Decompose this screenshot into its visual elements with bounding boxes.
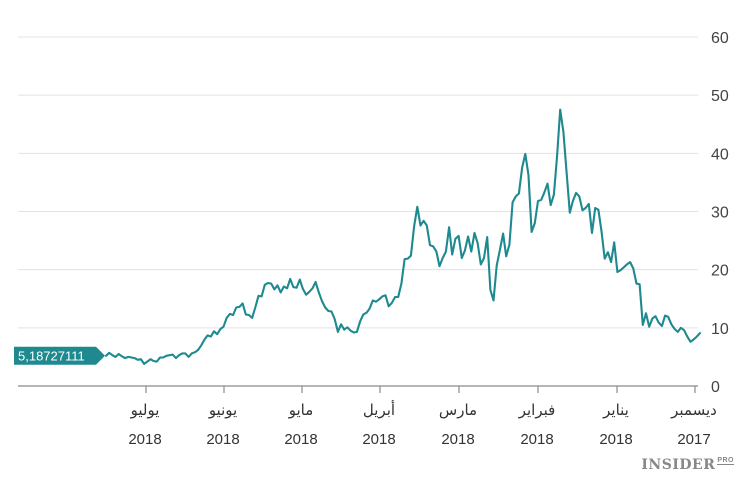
x-tick-month: أبريل [363, 400, 395, 419]
x-tick-year: 2018 [362, 431, 395, 448]
x-tick-year: 2018 [128, 431, 161, 448]
x-tick-year: 2017 [677, 431, 710, 448]
y-tick-label: 10 [711, 321, 729, 338]
x-tick-month: يوليو [130, 402, 160, 419]
last-value-label: 5,18727111 [18, 348, 85, 363]
x-tick-month: يناير [602, 402, 629, 419]
x-tick-year: 2018 [284, 431, 317, 448]
y-tick-label: 20 [711, 263, 729, 280]
series-layer [104, 108, 702, 365]
x-tick-month: فبراير [518, 402, 556, 419]
grid-lines [18, 36, 698, 329]
y-tick-label: 60 [711, 30, 729, 47]
x-tick-month: مارس [439, 402, 477, 419]
y-axis-labels: 0 10 20 30 40 50 60 [711, 30, 729, 396]
brand-suffix: PRO [717, 457, 734, 465]
x-tick-month: ديسمبر [670, 402, 717, 419]
x-tick-year: 2018 [599, 431, 632, 448]
brand-name: INSIDER [641, 457, 716, 473]
y-tick-label: 40 [711, 146, 729, 163]
last-value-label-group: 5,18727111 [14, 346, 105, 365]
insider-pro-logo: INSIDER PRO [641, 457, 734, 473]
last-value-tag [14, 346, 105, 365]
x-tick-month: مايو [288, 402, 314, 419]
series-line [104, 108, 702, 365]
y-tick-label: 0 [711, 379, 720, 396]
x-tick-year: 2018 [520, 431, 553, 448]
x-tick-month: يونيو [208, 402, 237, 419]
y-tick-label: 50 [711, 88, 729, 105]
x-tick-year: 2018 [206, 431, 239, 448]
x-axis: يوليو 2018 يونيو 2018 مايو 2018 أبريل 2018 مارس 2… [18, 385, 717, 448]
x-tick-year: 2018 [441, 431, 474, 448]
y-tick-label: 30 [711, 205, 729, 222]
